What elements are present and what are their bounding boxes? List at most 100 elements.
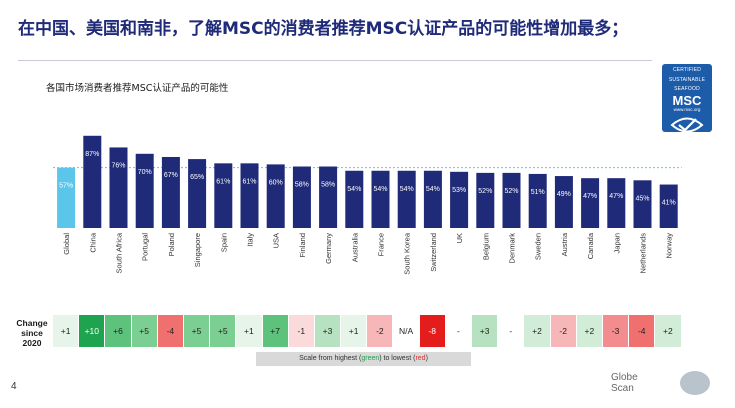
category-label: Belgium bbox=[481, 233, 490, 260]
fish-checkmark-icon bbox=[670, 117, 704, 132]
category-label: France bbox=[377, 233, 386, 256]
category-label: Spain bbox=[219, 233, 228, 252]
bar-australia bbox=[345, 170, 364, 228]
change-cell: +1 bbox=[53, 315, 80, 347]
bar-value-label: 65% bbox=[190, 174, 204, 181]
change-cell: +2 bbox=[576, 315, 603, 347]
change-cell: +6 bbox=[105, 315, 132, 347]
msc-logo: CERTIFIED SUSTAINABLE SEAFOOD MSC www.ms… bbox=[662, 64, 712, 132]
bar-value-label: 47% bbox=[583, 193, 597, 200]
bar-france bbox=[371, 170, 390, 228]
category-label: Australia bbox=[350, 232, 359, 262]
bar-china bbox=[83, 135, 102, 228]
change-cell: -4 bbox=[629, 315, 656, 347]
change-cell: -4 bbox=[157, 315, 184, 347]
category-label: Netherlands bbox=[639, 233, 648, 274]
bar-finland bbox=[292, 166, 311, 228]
bar-netherlands bbox=[633, 180, 652, 228]
change-cell: +2 bbox=[655, 315, 682, 347]
bar-canada bbox=[581, 178, 600, 228]
change-cell: +10 bbox=[79, 315, 106, 347]
logo-text-2: SUSTAINABLE bbox=[668, 76, 706, 83]
bar-value-label: 58% bbox=[321, 182, 335, 189]
bar-value-label: 67% bbox=[164, 172, 178, 179]
bar-value-label: 58% bbox=[295, 182, 309, 189]
change-cell: - bbox=[498, 315, 525, 347]
scale-text-middle: ) to lowest ( bbox=[379, 355, 416, 362]
category-label: Switzerland bbox=[429, 233, 438, 272]
change-row-label: Change since 2020 bbox=[12, 318, 52, 348]
change-cell: +2 bbox=[524, 315, 551, 347]
logo-text-3: SEAFOOD bbox=[674, 86, 700, 92]
bar-germany bbox=[319, 166, 338, 228]
bar-south-korea bbox=[397, 170, 416, 228]
bar-global bbox=[57, 167, 76, 228]
bar-value-label: 54% bbox=[400, 186, 414, 193]
change-cell: -2 bbox=[367, 315, 394, 347]
category-label: Poland bbox=[167, 233, 176, 256]
bar-value-label: 54% bbox=[426, 186, 440, 193]
bar-value-label: 45% bbox=[635, 195, 649, 202]
bar-value-label: 57% bbox=[59, 183, 73, 190]
change-label-line-1: Change bbox=[16, 318, 48, 328]
change-cell: -1 bbox=[288, 315, 315, 347]
bar-norway bbox=[659, 184, 678, 228]
category-label: Finland bbox=[298, 233, 307, 258]
bar-value-label: 61% bbox=[216, 178, 230, 185]
bar-south-africa bbox=[109, 147, 128, 228]
category-label: Denmark bbox=[508, 233, 517, 264]
scale-text-suffix: ) bbox=[425, 355, 428, 362]
bar-value-label: 61% bbox=[242, 178, 256, 185]
bar-value-label: 53% bbox=[452, 187, 466, 194]
bar-sweden bbox=[528, 173, 547, 228]
bar-japan bbox=[607, 178, 626, 228]
category-label: Portugal bbox=[141, 233, 150, 261]
change-cell: - bbox=[445, 315, 472, 347]
category-label: South Africa bbox=[115, 232, 124, 273]
bar-denmark bbox=[502, 172, 521, 228]
category-label: Canada bbox=[586, 232, 595, 259]
bar-value-label: 54% bbox=[347, 186, 361, 193]
change-cell: +3 bbox=[472, 315, 499, 347]
title-divider bbox=[18, 60, 652, 61]
category-label: Singapore bbox=[193, 233, 202, 267]
change-cell: +3 bbox=[314, 315, 342, 347]
change-since-2020-row: +1 +10 +6 +5 -4 +5 +5 +1 +7 -1 +3 +1 -2 N/A -8- +3- +2 -2… bbox=[53, 315, 682, 347]
change-cell: +5 bbox=[131, 315, 158, 347]
globescan-logo: Globe Scan bbox=[611, 372, 638, 394]
bar-switzerland bbox=[423, 170, 442, 228]
change-cell: +1 bbox=[341, 315, 368, 347]
logo-url: www.msc.org bbox=[673, 106, 701, 112]
category-label: UK bbox=[455, 233, 464, 243]
bar-value-label: 70% bbox=[138, 169, 152, 176]
bar-value-label: 52% bbox=[504, 188, 518, 195]
bar-portugal bbox=[135, 153, 154, 228]
category-label: Italy bbox=[246, 233, 255, 247]
scale-text-prefix: Scale from highest ( bbox=[299, 355, 362, 362]
change-cell: +5 bbox=[183, 315, 211, 347]
bar-value-label: 49% bbox=[557, 191, 571, 198]
bar-value-label: 47% bbox=[609, 193, 623, 200]
bar-italy bbox=[240, 163, 259, 228]
change-cell: N/A bbox=[393, 315, 420, 347]
scale-legend: Scale from highest (green) to lowest (re… bbox=[256, 352, 471, 366]
bar-austria bbox=[554, 176, 573, 228]
change-label-line-2: since bbox=[21, 328, 43, 338]
category-label: Germany bbox=[324, 233, 333, 264]
category-label: Austria bbox=[560, 232, 569, 256]
category-label: Japan bbox=[612, 233, 621, 253]
bar-value-label: 76% bbox=[111, 162, 125, 169]
bar-spain bbox=[214, 163, 233, 228]
bar-poland bbox=[161, 156, 180, 228]
bar-uk bbox=[450, 171, 469, 228]
page-title: 在中国、美国和南非，了解MSC的消费者推荐MSC认证产品的可能性增加最多； bbox=[18, 19, 629, 39]
logo-text-1: CERTIFIED bbox=[672, 67, 702, 73]
change-cell: +5 bbox=[210, 315, 237, 347]
bar-value-label: 52% bbox=[478, 188, 492, 195]
bar-value-label: 60% bbox=[269, 179, 283, 186]
bar-value-label: 51% bbox=[531, 189, 545, 196]
brand-line-1: Globe bbox=[611, 372, 638, 383]
bar-value-label: 87% bbox=[85, 151, 99, 158]
chart-subtitle: 各国市场消费者推荐MSC认证产品的可能性 bbox=[46, 83, 229, 94]
